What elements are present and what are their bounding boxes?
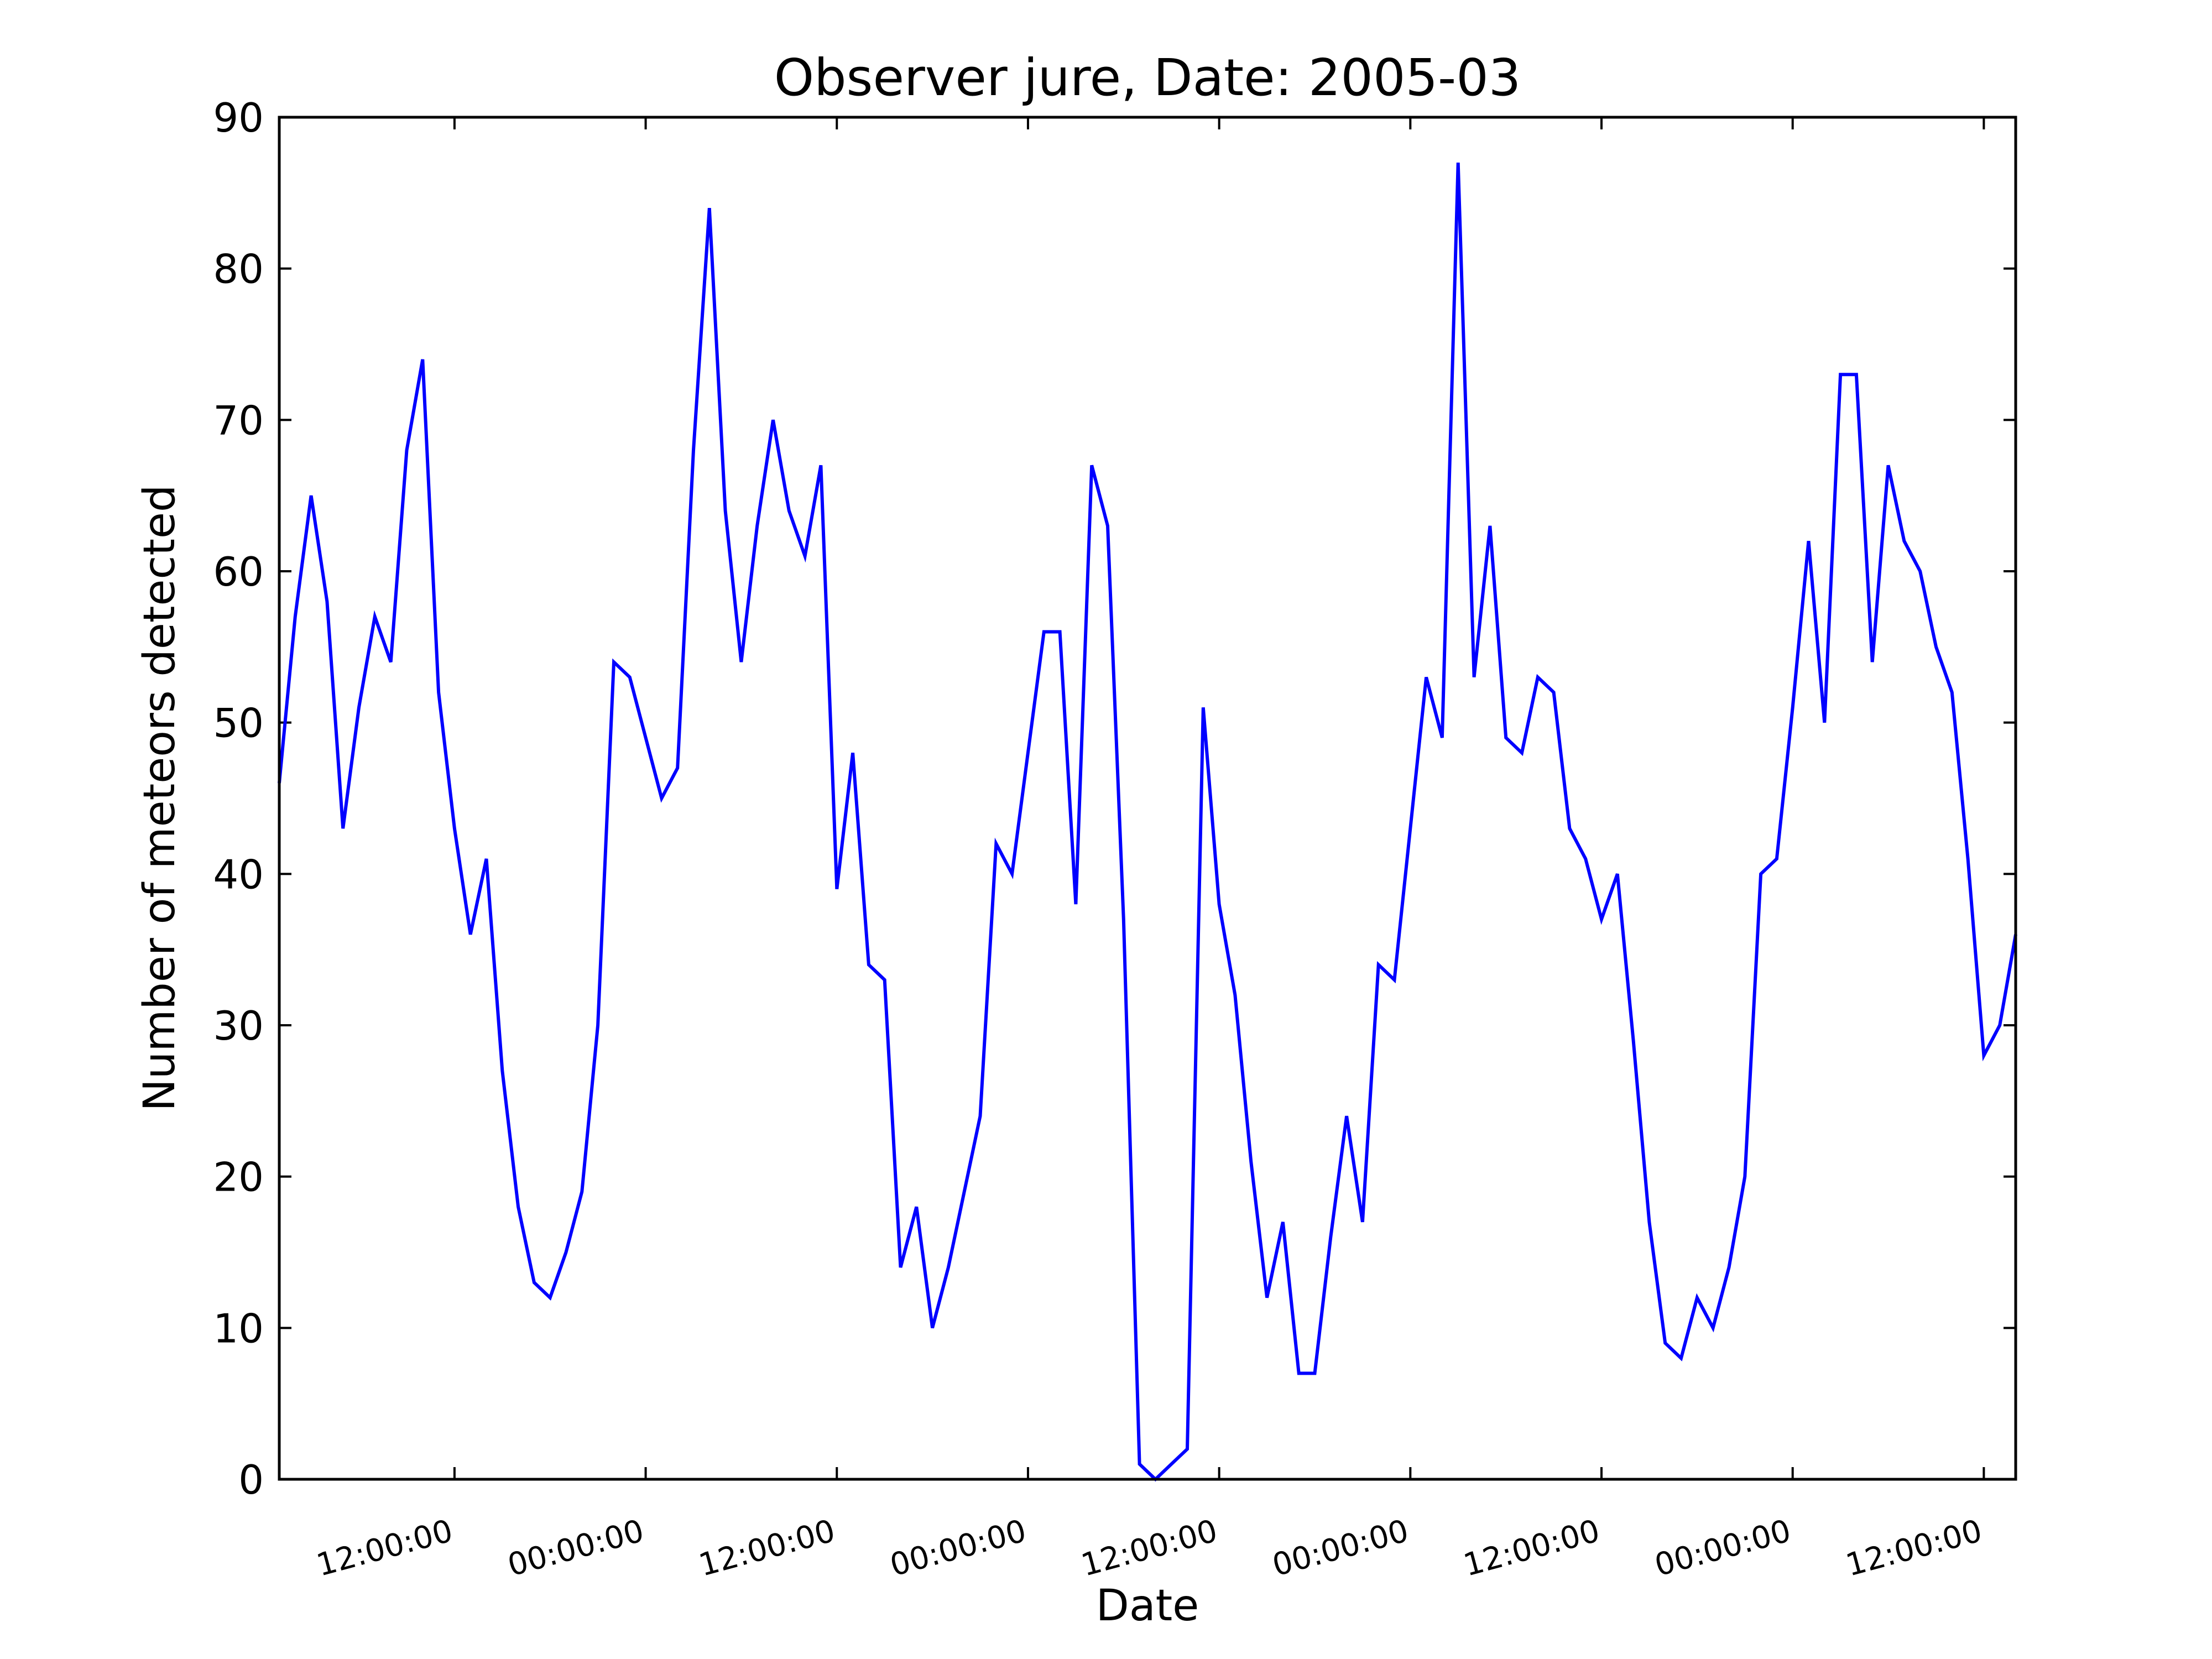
y-tick-label-8: 80 [213, 246, 264, 293]
x-tick-label-3: 00:00:00 [886, 1513, 1030, 1584]
x-tick-label-0: 12:00:00 [313, 1513, 457, 1584]
x-tick-label-6: 12:00:00 [1460, 1513, 1604, 1584]
y-tick-label-1: 10 [213, 1305, 264, 1352]
y-tick-label-6: 60 [213, 549, 264, 595]
x-axis: 12:00:00 00:00:00 12:00:00 00:00:00 12:00:00… [313, 117, 1986, 1584]
x-tick-label-7: 00:00:00 [1651, 1513, 1795, 1584]
x-tick-label-4: 12:00:00 [1077, 1513, 1221, 1584]
y-axis: 0 10 20 30 40 50 60 70 80 90 [213, 95, 2016, 1503]
y-axis-title: Number of meteors detected [135, 485, 185, 1112]
plot-area [278, 163, 2017, 1482]
y-tick-label-7: 70 [213, 397, 264, 444]
y-tick-label-4: 40 [213, 851, 264, 898]
y-tick-label-5: 50 [213, 700, 264, 747]
x-tick-label-1: 00:00:00 [504, 1513, 648, 1584]
series-line-0 [278, 163, 2017, 1482]
x-axis-title: Date [1096, 1581, 1199, 1631]
chart-title: Observer jure, Date: 2005-03 [774, 48, 1521, 107]
plot-frame [278, 116, 2017, 1481]
y-tick-label-9: 90 [213, 95, 264, 141]
x-tick-label-2: 12:00:00 [695, 1513, 839, 1584]
y-tick-label-2: 20 [213, 1154, 264, 1201]
x-tick-label-5: 00:00:00 [1269, 1513, 1412, 1584]
y-tick-label-3: 30 [213, 1003, 264, 1049]
y-tick-label-0: 0 [238, 1457, 264, 1503]
x-tick-label-8: 12:00:00 [1842, 1513, 1986, 1584]
